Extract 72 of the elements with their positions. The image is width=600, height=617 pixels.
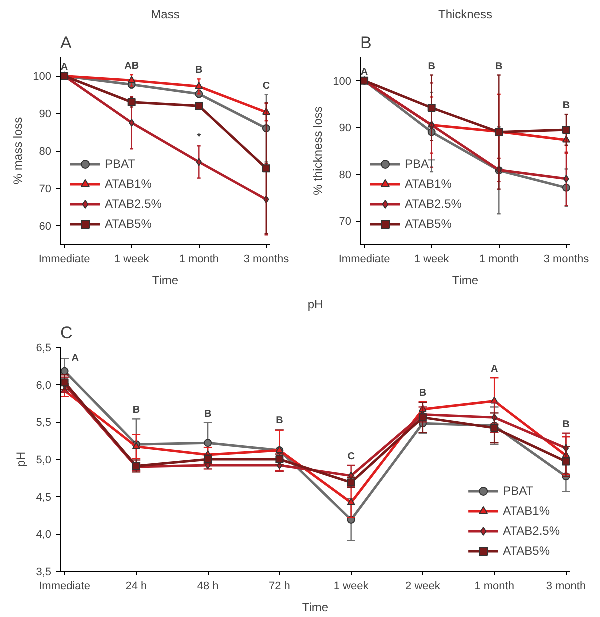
x-axis-title: Time <box>452 274 479 288</box>
y-axis-title: pH <box>308 298 324 312</box>
y-tick-label: 90 <box>339 122 352 135</box>
x-tick-label: 1 month <box>474 580 514 592</box>
x-tick-label: 3 months <box>244 254 290 266</box>
annotation: B <box>204 408 212 420</box>
y-tick-label: 5,0 <box>36 454 52 466</box>
legend-label: ATAB2.5% <box>405 197 462 211</box>
x-tick-label: 2 week <box>406 580 441 592</box>
annotation: B <box>496 61 503 72</box>
annotation: A <box>72 353 80 364</box>
x-tick-label: 1 month <box>179 254 220 266</box>
annotation: AB <box>124 61 140 72</box>
legend-label: ATAB5% <box>405 217 452 231</box>
annotation: B <box>276 416 284 427</box>
y-tick-label: 80 <box>339 169 352 182</box>
y-tick-label: 100 <box>33 71 52 84</box>
x-axis-title: Time <box>302 600 329 614</box>
annotation: B <box>196 65 203 76</box>
annotation: B <box>562 100 570 112</box>
annotation: B <box>562 419 570 430</box>
x-tick-label: 1 week <box>414 254 450 266</box>
x-tick-label: 1 week <box>114 254 150 266</box>
annotation: C <box>348 451 355 462</box>
y-tick-label: 4,5 <box>36 492 52 504</box>
x-tick-label: Immediate <box>338 254 390 266</box>
x-tick-label: Immediate <box>38 254 90 266</box>
legend-label: ATAB1% <box>105 177 152 191</box>
annotation: A <box>490 364 498 376</box>
legend-label: ATAB2.5% <box>105 197 162 211</box>
legend-label: PBAT <box>503 484 534 498</box>
annotation: B <box>419 388 427 400</box>
y-tick-label: 100 <box>333 76 352 88</box>
annotation: A <box>60 62 68 74</box>
y-axis-title: % mass loss <box>11 117 26 185</box>
legend-label: ATAB1% <box>405 177 452 191</box>
x-tick-label: 1 month <box>479 254 520 266</box>
y-tick-label: 6,0 <box>36 380 52 392</box>
text: C <box>60 324 73 342</box>
legend-label: PBAT <box>105 157 136 171</box>
y-axis-title: % thickness loss <box>311 106 326 196</box>
x-axis-title: Time <box>152 274 179 288</box>
text: pH <box>14 452 28 468</box>
y-tick-label: 4,0 <box>36 529 52 542</box>
text: B <box>360 34 372 52</box>
legend-label: ATAB2.5% <box>503 524 560 538</box>
annotation: A <box>360 66 368 78</box>
y-tick-label: 3,5 <box>36 566 52 578</box>
x-tick-label: 24 h <box>126 580 148 592</box>
chart-title: Thickness <box>438 8 493 22</box>
y-tick-label: 70 <box>39 183 52 196</box>
annotation: B <box>132 405 140 416</box>
y-tick-label: 60 <box>39 220 52 233</box>
x-tick-label: 3 month <box>546 580 586 592</box>
x-tick-label: 1 week <box>334 580 370 592</box>
y-tick-label: 6,5 <box>36 342 52 354</box>
y-tick-label: 70 <box>339 216 352 228</box>
x-tick-label: Immediate <box>39 580 90 592</box>
legend-label: ATAB1% <box>503 504 550 518</box>
x-tick-label: 72 h <box>268 580 290 592</box>
annotation: B <box>428 61 436 72</box>
annotation: * <box>197 132 202 144</box>
y-tick-label: 80 <box>39 146 52 158</box>
x-tick-label: 48 h <box>197 580 219 592</box>
chart-title: Mass <box>151 8 180 22</box>
legend-label: ATAB5% <box>503 544 550 558</box>
y-tick-label: 90 <box>39 108 52 121</box>
text: A <box>60 34 72 52</box>
legend-label: ATAB5% <box>105 217 152 231</box>
x-tick-label: 3 months <box>544 254 590 266</box>
y-tick-label: 5,5 <box>36 417 52 430</box>
annotation: C <box>262 80 270 92</box>
